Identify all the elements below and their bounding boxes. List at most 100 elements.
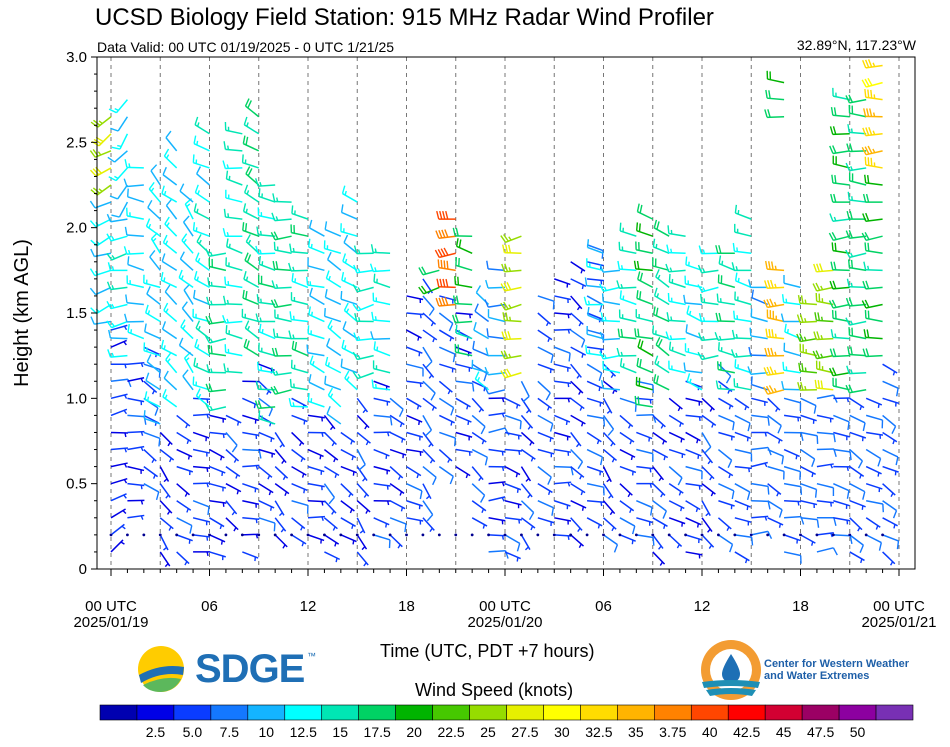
wind-barb [455,257,473,272]
calm-dot [175,533,179,537]
wind-barb [747,366,768,375]
barb-flag [601,250,604,259]
barb-half-flag [656,293,660,298]
wind-barb [204,403,227,412]
barb-flag [273,299,279,308]
barb-shaft [751,446,769,451]
barb-half-flag [892,371,896,376]
wind-barb [222,314,243,324]
wind-barb [715,380,735,391]
wind-barb [484,386,506,395]
barb-shaft [717,534,733,545]
barb-half-flag [140,431,144,436]
wind-barb [634,328,653,340]
wind-barb [734,397,750,411]
barb-flag [472,340,475,350]
wind-barb [652,483,666,498]
wind-barb [599,351,621,360]
colorbar-swatch [432,704,470,721]
cw3e-name: Center for Western Weather and Water Ext… [764,658,910,682]
barb-half-flag [576,306,581,311]
wind-barb [106,233,128,242]
barb-flag [341,339,345,349]
wind-barb [356,517,366,534]
wind-barb [882,465,899,476]
barb-half-flag [657,274,661,280]
barb-flag [878,542,882,551]
barb-half-flag [820,353,824,358]
calm-dot [552,533,556,537]
wind-barb [455,238,473,254]
barb-half-flag [331,510,335,515]
wind-barb [127,465,145,474]
wind-barb [553,346,571,362]
wind-barb [655,337,670,357]
barb-shaft [325,296,342,306]
barb-flag [765,89,768,99]
wind-barb [619,397,637,412]
wind-barb [389,534,403,549]
wind-barb [307,257,325,272]
wind-barb [683,294,703,306]
barb-flag [307,393,310,402]
colorbar-label: 15 [332,724,348,740]
barb-half-flag [276,332,279,338]
barb-half-flag [344,258,348,264]
barb-shaft [636,448,654,455]
barb-shaft [127,263,145,272]
barb-shaft [783,388,801,391]
wind-barb [106,213,128,223]
barb-half-flag [649,483,653,488]
wind-barb [848,104,867,118]
barb-half-flag [227,213,230,218]
wind-barb [343,234,358,254]
barb-flag [223,208,227,218]
barb-flag [616,280,621,289]
barb-flag [342,321,347,330]
barb-shaft [816,448,834,451]
calm-dot [470,533,474,537]
barb-flag [306,276,309,286]
wind-barb [307,465,325,475]
barb-flag [652,306,656,315]
wind-barb [832,155,850,169]
barb-flag [599,303,603,313]
wind-barb [520,517,536,531]
wind-barb [619,431,635,445]
barb-shaft [183,289,194,305]
x-tick-label: 12 [694,598,711,615]
wind-barb [815,360,834,374]
barb-half-flag [850,320,854,325]
barb-flag [764,347,768,357]
wind-barb [270,231,292,241]
wind-barb [864,174,883,186]
barb-shaft [114,150,128,163]
wind-barb [439,363,456,373]
barb-flag [352,351,358,360]
wind-barb [340,517,356,529]
barb-flag [243,338,248,348]
barb-half-flag [773,301,777,307]
barb-shaft [602,387,620,391]
barb-flag [849,451,852,461]
barb-half-flag [346,308,350,313]
barb-half-flag [606,478,611,483]
colorbar-swatch [580,704,618,721]
barb-half-flag [123,341,127,346]
wind-barb [209,534,226,545]
wind-barb [309,355,325,374]
barb-flag [108,108,117,114]
barb-flag [846,210,850,220]
barb-flag [352,371,359,379]
barb-half-flag [140,446,144,452]
barb-flag [441,297,446,306]
calm-dot [520,533,523,537]
barb-shaft [586,414,604,420]
barb-shaft [520,500,535,514]
wind-barb [225,238,243,254]
barb-shaft [242,448,260,452]
wind-barb [209,465,226,477]
wind-barb [829,126,850,136]
colorbar-swatch [690,704,729,721]
